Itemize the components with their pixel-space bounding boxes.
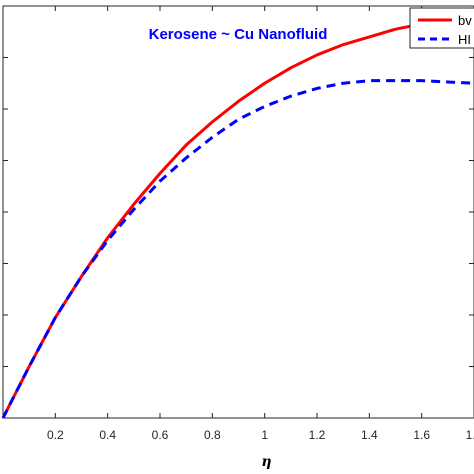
x-tick-label: 1.2 [309, 428, 326, 442]
x-tick-label: 0.2 [47, 428, 64, 442]
legend-label-hi: HI [458, 32, 471, 47]
x-tick-label: 1 [261, 428, 268, 442]
legend-label-bv: bv [458, 13, 472, 28]
x-tick-label: 0.6 [152, 428, 169, 442]
series-line-bv [1, 17, 474, 419]
x-tick-label: 1.8 [466, 428, 474, 442]
axes [2, 5, 474, 419]
legend-box [409, 7, 474, 49]
chart-annotation: Kerosene ~ Cu Nanofluid [149, 26, 328, 43]
x-tick-label: 0.8 [204, 428, 221, 442]
ticks: 0.2 0.4 0.6 0.8 1 1.2 1.4 1.6 1.8 [3, 6, 474, 442]
x-tick-label: 1.6 [413, 428, 430, 442]
legend: bv HI [409, 7, 474, 49]
x-tick-label: 0.4 [99, 428, 116, 442]
plot-frame [2, 5, 474, 419]
series-layer [1, 17, 474, 419]
x-tick-label: 1.4 [361, 428, 378, 442]
x-axis-label: η [261, 454, 271, 470]
